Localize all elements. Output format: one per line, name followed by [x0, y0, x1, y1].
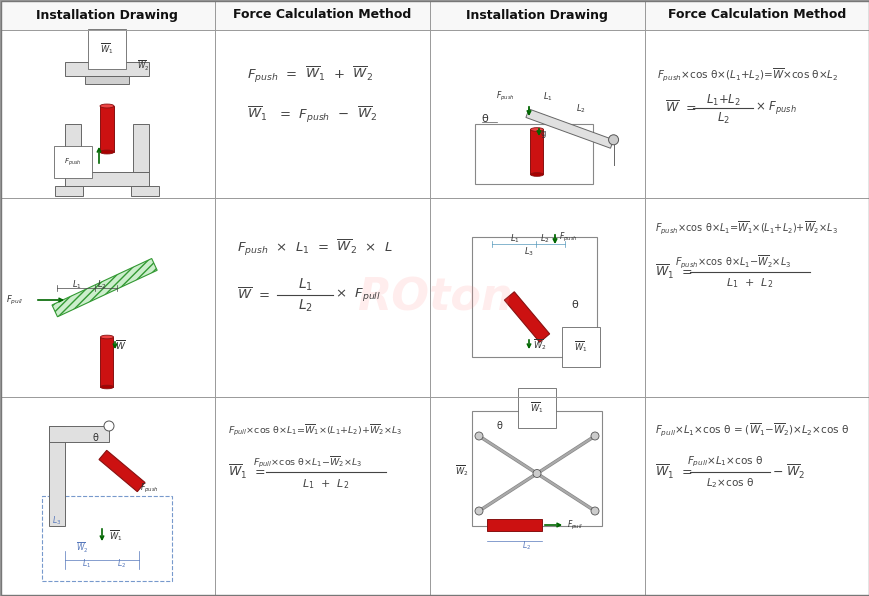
Text: $\overline{W}_1$: $\overline{W}_1$ [529, 401, 543, 415]
Bar [131, 186, 159, 196]
Text: $L_1$: $L_1$ [509, 233, 520, 245]
Polygon shape [99, 451, 145, 492]
Text: $F_{pull}$: $F_{pull}$ [5, 293, 23, 306]
Polygon shape [52, 259, 157, 317]
Text: $L_1$: $L_1$ [542, 91, 552, 103]
Text: $F_{push}$$\times$cos θ$\times$($L_1$+$L_2$)=$\overline{W}$$\times$cos θ$\times$: $F_{push}$$\times$cos θ$\times$($L_1$+$L… [656, 67, 838, 83]
Text: $L_2$: $L_2$ [540, 233, 549, 245]
Bar [474, 124, 593, 184]
Circle shape [474, 507, 482, 515]
Bar [530, 129, 543, 175]
Text: $L_2$$\times$cos θ: $L_2$$\times$cos θ [705, 476, 753, 490]
Text: $L_2$: $L_2$ [297, 298, 312, 314]
Text: Force Calculation Method: Force Calculation Method [233, 8, 411, 21]
Text: $\overline{W}$  =: $\overline{W}$ = [664, 100, 696, 116]
Polygon shape [526, 109, 613, 148]
Text: θ: θ [571, 300, 578, 310]
Bar [42, 496, 172, 581]
Text: θ: θ [92, 433, 98, 443]
Circle shape [533, 470, 541, 477]
Ellipse shape [100, 150, 114, 154]
Text: θ: θ [481, 114, 488, 124]
Circle shape [590, 507, 599, 515]
Text: $L_2$: $L_2$ [97, 279, 107, 291]
Text: $\overline{W}_2$: $\overline{W}_2$ [136, 59, 149, 73]
Text: $F_{push}$$\times$cos θ$\times$$L_1$=$\overline{W}_1$$\times$($L_1$+$L_2$)+$\ove: $F_{push}$$\times$cos θ$\times$$L_1$=$\o… [654, 219, 837, 237]
Text: $L_3$: $L_3$ [523, 246, 534, 258]
Text: $L_1$  +  $L_2$: $L_1$ + $L_2$ [726, 276, 773, 290]
Text: $L_2$: $L_2$ [716, 110, 728, 126]
Text: $L_2$: $L_2$ [117, 558, 126, 570]
Text: $F_{push}$: $F_{push}$ [139, 482, 158, 495]
Bar [0, 0, 869, 30]
Text: $\times$ $F_{push}$: $\times$ $F_{push}$ [754, 100, 796, 116]
Text: Installation Drawing: Installation Drawing [36, 8, 178, 21]
Text: $\overline{W}_2$: $\overline{W}_2$ [533, 338, 546, 352]
Polygon shape [504, 292, 549, 342]
Text: $L_1$  +  $L_2$: $L_1$ + $L_2$ [302, 477, 349, 491]
Text: $F_{pull}$: $F_{pull}$ [567, 519, 582, 532]
Text: $F_{push}$: $F_{push}$ [64, 156, 82, 167]
Text: $L_1$: $L_1$ [83, 558, 91, 570]
Text: $F_{push}$  $\times$  $L_1$  =  $\overline{W}_2$  $\times$  $L$: $F_{push}$ $\times$ $L_1$ = $\overline{W… [236, 238, 393, 258]
Text: $\overline{W}$  =: $\overline{W}$ = [236, 287, 270, 303]
Ellipse shape [530, 173, 543, 176]
Text: $F_{push}$: $F_{push}$ [495, 89, 514, 103]
Text: $F_{push}$$\times$cos θ$\times$$L_1$$-$$\overline{W}_2$$\times$$L_3$: $F_{push}$$\times$cos θ$\times$$L_1$$-$$… [674, 253, 790, 271]
Bar [487, 519, 541, 531]
Text: $F_{pull}$$\times$cos θ$\times$$L_1$$-$$\overline{W}_2$$\times$$L_3$: $F_{pull}$$\times$cos θ$\times$$L_1$$-$$… [253, 454, 362, 470]
Bar [100, 106, 114, 152]
Text: $L_1$: $L_1$ [72, 279, 82, 291]
Text: $\times$  $F_{pull}$: $\times$ $F_{pull}$ [335, 287, 381, 303]
Bar [49, 426, 65, 526]
Circle shape [474, 432, 482, 440]
Bar [55, 186, 83, 196]
Text: ROton: ROton [357, 277, 512, 319]
Text: $F_{pull}$$\times$cos θ$\times$$L_1$=$\overline{W}_1$$\times$($L_1$+$L_2$)+$\ove: $F_{pull}$$\times$cos θ$\times$$L_1$=$\o… [228, 423, 401, 437]
Text: Force Calculation Method: Force Calculation Method [667, 8, 846, 21]
Circle shape [590, 432, 599, 440]
Text: $L_2$: $L_2$ [521, 540, 531, 552]
Ellipse shape [530, 128, 543, 131]
Text: $\overline{W}_1$  =: $\overline{W}_1$ = [654, 263, 692, 281]
Ellipse shape [100, 104, 114, 108]
Circle shape [104, 421, 114, 431]
Text: $L_2$: $L_2$ [575, 103, 585, 115]
Bar [85, 76, 129, 84]
Text: $\overline{W}_1$   =  $F_{push}$  $-$  $\overline{W}_2$: $\overline{W}_1$ = $F_{push}$ $-$ $\over… [247, 105, 377, 125]
Bar [49, 426, 109, 442]
Text: $\overline{W}_1$: $\overline{W}_1$ [109, 529, 123, 544]
Bar [65, 62, 149, 76]
Text: $\overline{W}_1$: $\overline{W}_1$ [100, 42, 114, 56]
Bar [101, 337, 113, 387]
Bar [472, 237, 596, 357]
Text: $\overline{W}_1$: $\overline{W}_1$ [574, 340, 587, 354]
Text: $\overline{W}_2$: $\overline{W}_2$ [76, 541, 88, 555]
Text: $F_{pull}$$\times$$L_1$$\times$cos θ: $F_{pull}$$\times$$L_1$$\times$cos θ [687, 455, 762, 469]
Text: θ: θ [495, 421, 501, 431]
Text: $L_3$: $L_3$ [52, 515, 62, 527]
Text: $\overline{W}_2$: $\overline{W}_2$ [455, 464, 468, 478]
Text: $-$ $\overline{W}_2$: $-$ $\overline{W}_2$ [771, 463, 805, 481]
Text: g: g [540, 129, 545, 138]
Text: $F_{pull}$$\times$$L_1$$\times$cos θ = ($\overline{W}_1$$-$$\overline{W}_2$)$\ti: $F_{pull}$$\times$$L_1$$\times$cos θ = (… [654, 421, 848, 439]
Bar [133, 124, 149, 172]
Text: $\overline{W}_1$  =: $\overline{W}_1$ = [654, 463, 692, 481]
Text: $\overline{W}_1$  =: $\overline{W}_1$ = [228, 463, 265, 481]
Text: $\overline{W}$: $\overline{W}$ [116, 338, 127, 352]
Circle shape [608, 135, 618, 145]
Bar [65, 172, 149, 186]
Ellipse shape [101, 385, 113, 389]
Text: $L_1$: $L_1$ [297, 277, 312, 293]
Bar [65, 124, 81, 172]
Text: Installation Drawing: Installation Drawing [466, 8, 607, 21]
Text: $L_1$+$L_2$: $L_1$+$L_2$ [705, 92, 740, 107]
Ellipse shape [101, 335, 113, 339]
Text: $F_{push}$: $F_{push}$ [559, 231, 577, 244]
Bar [472, 411, 601, 526]
Text: $F_{push}$  =  $\overline{W}_1$  +  $\overline{W}_2$: $F_{push}$ = $\overline{W}_1$ + $\overli… [247, 65, 373, 85]
